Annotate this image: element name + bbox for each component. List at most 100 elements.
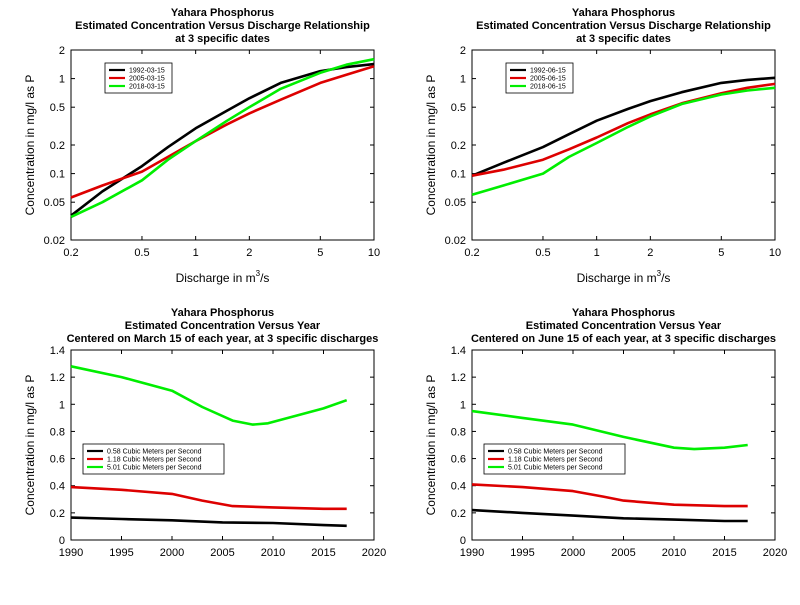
x-tick-label: 1995 — [109, 547, 133, 559]
legend-entry: 0.58 Cubic Meters per Second — [508, 449, 603, 456]
y-tick-label: 0.5 — [50, 102, 65, 114]
legend-entry: 2018-03-15 — [129, 84, 165, 91]
x-tick-label: 2 — [647, 247, 653, 259]
y-tick-label: 0.02 — [445, 235, 466, 247]
y-tick-label: 2 — [59, 45, 65, 57]
y-tick-label: 1 — [59, 399, 65, 411]
chart-title-line-1: Yahara Phosphorus — [572, 307, 675, 319]
series-line-2 — [471, 483, 748, 508]
chart-title-line-2: Estimated Concentration Versus Year — [526, 320, 722, 332]
x-tick-label: 1 — [594, 247, 600, 259]
chart-title-line-2: Estimated Concentration Versus Discharge… — [476, 20, 771, 32]
x-tick-label: 2010 — [662, 547, 686, 559]
chart-title-line-1: Yahara Phosphorus — [572, 7, 675, 19]
legend-entry: 2005-03-15 — [129, 76, 165, 83]
y-axis-label: Concentration in mg/l as P — [424, 375, 438, 516]
legend-entry: 1992-03-15 — [129, 68, 165, 75]
y-tick-label: 1 — [460, 74, 466, 86]
x-tick-label: 2015 — [311, 547, 335, 559]
x-tick-label: 2000 — [160, 547, 184, 559]
series-line-1 — [471, 76, 776, 177]
y-tick-label: 1.4 — [50, 345, 65, 357]
y-tick-label: 0.4 — [451, 481, 466, 493]
legend-entry: 5.01 Cubic Meters per Second — [107, 465, 202, 472]
x-tick-label: 2005 — [611, 547, 635, 559]
y-tick-label: 1 — [460, 399, 466, 411]
y-tick-label: 0.6 — [50, 454, 65, 466]
y-tick-label: 0.2 — [451, 140, 466, 152]
y-tick-label: 0.8 — [451, 426, 466, 438]
y-axis-label: Concentration in mg/l as P — [23, 75, 37, 216]
series-line-2 — [70, 485, 347, 511]
chart-title-line-2: Estimated Concentration Versus Year — [125, 320, 321, 332]
x-tick-label: 1995 — [510, 547, 534, 559]
x-tick-label: 1 — [193, 247, 199, 259]
chart-title-line-3: Centered on June 15 of each year, at 3 s… — [471, 333, 776, 345]
legend-box — [505, 62, 574, 94]
x-tick-label: 2000 — [561, 547, 585, 559]
legend-entry: 1992-06-15 — [530, 68, 566, 75]
series-line-3 — [471, 86, 776, 196]
x-tick-label: 10 — [368, 247, 380, 259]
y-tick-label: 1.2 — [50, 372, 65, 384]
x-tick-label: 1990 — [460, 547, 484, 559]
chart-title-line-1: Yahara Phosphorus — [171, 7, 274, 19]
legend-entry: 0.58 Cubic Meters per Second — [107, 449, 202, 456]
chart-title-line-3: at 3 specific dates — [175, 33, 270, 45]
y-tick-label: 0.1 — [451, 169, 466, 181]
legend-entry: 1.18 Cubic Meters per Second — [107, 457, 202, 464]
series-line-3 — [471, 409, 748, 451]
x-tick-label: 0.5 — [535, 247, 550, 259]
chart-title-line-2: Estimated Concentration Versus Discharge… — [75, 20, 370, 32]
y-tick-label: 0.02 — [44, 235, 65, 247]
y-tick-label: 0.2 — [50, 140, 65, 152]
x-tick-label: 5 — [718, 247, 724, 259]
x-tick-label: 2005 — [210, 547, 234, 559]
y-tick-label: 0 — [460, 535, 466, 547]
x-tick-label: 1990 — [59, 547, 83, 559]
y-tick-label: 2 — [460, 45, 466, 57]
x-tick-label: 0.5 — [134, 247, 149, 259]
legend-entry: 2005-06-15 — [530, 76, 566, 83]
x-tick-label: 2010 — [261, 547, 285, 559]
chart-title-line-3: Centered on March 15 of each year, at 3 … — [67, 333, 379, 345]
legend-box — [483, 443, 626, 475]
x-tick-label: 0.2 — [63, 247, 78, 259]
y-tick-label: 0.4 — [50, 481, 65, 493]
chart-title-line-3: at 3 specific dates — [576, 33, 671, 45]
x-tick-label: 5 — [317, 247, 323, 259]
chart-title-line-1: Yahara Phosphorus — [171, 307, 274, 319]
series-line-2 — [471, 82, 776, 177]
y-axis-label: Concentration in mg/l as P — [424, 75, 438, 216]
y-tick-label: 0.1 — [50, 169, 65, 181]
legend-entry: 2018-06-15 — [530, 84, 566, 91]
series-line-3 — [70, 365, 348, 426]
x-tick-label: 2020 — [362, 547, 386, 559]
series-line-1 — [471, 508, 748, 523]
x-tick-label: 2 — [246, 247, 252, 259]
legend-entry: 1.18 Cubic Meters per Second — [508, 457, 603, 464]
x-tick-label: 2020 — [763, 547, 787, 559]
y-tick-label: 0.05 — [44, 197, 65, 209]
x-axis-label: Discharge in m3/s — [176, 269, 270, 285]
y-tick-label: 0.2 — [451, 508, 466, 520]
legend-box — [82, 443, 225, 475]
y-tick-label: 0.2 — [50, 508, 65, 520]
x-tick-label: 10 — [769, 247, 781, 259]
y-tick-label: 1.2 — [451, 372, 466, 384]
y-tick-label: 0.05 — [445, 197, 466, 209]
y-tick-label: 1.4 — [451, 345, 466, 357]
x-axis-label: Discharge in m3/s — [577, 269, 671, 285]
x-tick-label: 2015 — [712, 547, 736, 559]
legend-entry: 5.01 Cubic Meters per Second — [508, 465, 603, 472]
